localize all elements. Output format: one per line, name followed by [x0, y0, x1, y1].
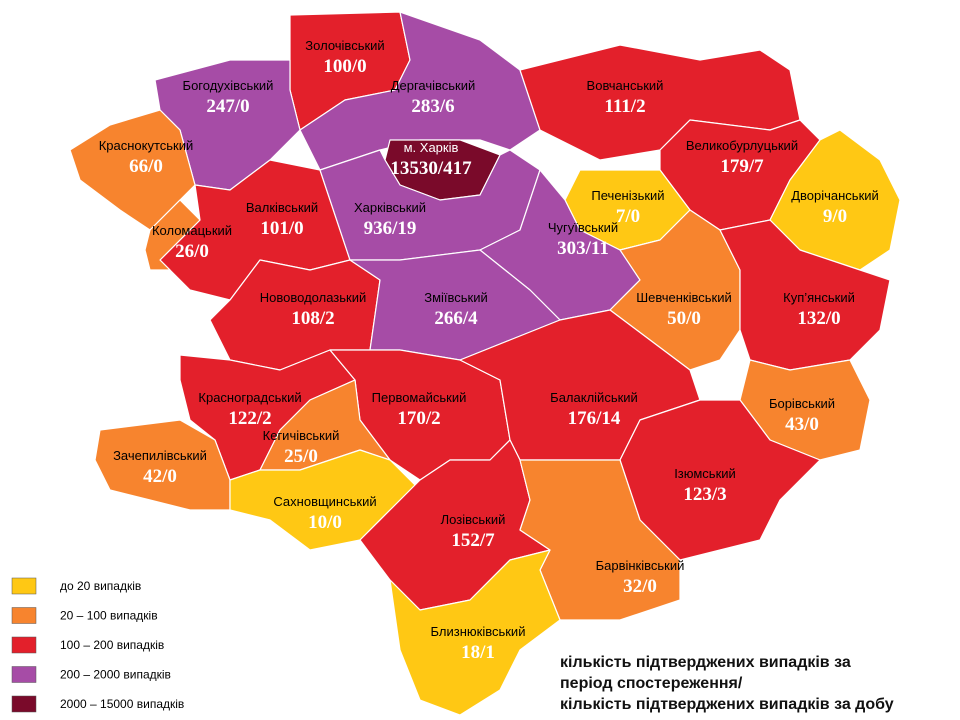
region-name: Вовчанський [587, 78, 664, 93]
region-count: 26/0 [175, 241, 209, 262]
region-count: 122/2 [228, 408, 271, 429]
region-name: Богодухівський [183, 78, 274, 93]
region-name: Балаклійський [550, 390, 638, 405]
caption-line: кількість підтверджених випадків за добу [560, 696, 894, 713]
region [519, 459, 681, 621]
region [609, 209, 741, 371]
region-count: 176/14 [568, 408, 621, 429]
legend: до 20 випадків 20 – 100 випадків 100 – 200… [11, 577, 184, 713]
caption-line: період спостереження/ [560, 675, 743, 692]
region-count: 108/2 [291, 308, 334, 329]
region-name: Харківський [354, 200, 426, 215]
region-name: Валківський [246, 200, 318, 215]
region-count: 936/19 [364, 218, 417, 239]
region-count: 42/0 [143, 466, 177, 487]
region [619, 399, 821, 561]
region-count: 18/1 [461, 642, 495, 663]
region-name: Лозівський [441, 512, 506, 527]
region-name: Первомайський [372, 390, 467, 405]
region-count: 66/0 [129, 156, 163, 177]
region-name: Чугуївський [548, 220, 618, 235]
region-name: Куп’янський [783, 290, 855, 305]
region-count: 170/2 [397, 408, 440, 429]
legend-label: 20 – 100 випадків [60, 609, 158, 623]
region-name: Борівський [769, 396, 835, 411]
region-name: Дворічанський [791, 188, 879, 203]
legend-swatch [11, 577, 37, 595]
region-count: 10/0 [308, 512, 342, 533]
region-count: 25/0 [284, 446, 318, 467]
region-name: Красноградський [198, 390, 301, 405]
region-count: 43/0 [785, 414, 819, 435]
region-name: Коломацький [152, 223, 232, 238]
region [769, 129, 901, 271]
region-count: 247/0 [206, 96, 249, 117]
legend-label: 2000 – 15000 випадків [60, 697, 184, 711]
region-name: Шевченківський [636, 290, 731, 305]
region [389, 549, 561, 716]
region-count: 32/0 [623, 576, 657, 597]
region-name: Дергачівський [391, 78, 476, 93]
region-name: Барвінківський [596, 558, 685, 573]
region-labels: Золочівський 100/0 Богодухівський 247/0 Дерг… [99, 38, 879, 663]
region-count: 7/0 [616, 206, 640, 227]
region-name: Кегичівський [263, 428, 340, 443]
caption-line: кількість підтверджених випадків за [560, 654, 851, 671]
region-count: 13530/417 [390, 158, 472, 179]
region-count: 303/11 [557, 238, 609, 259]
region-count: 50/0 [667, 308, 701, 329]
legend-swatch [11, 636, 37, 654]
region-count: 266/4 [434, 308, 478, 329]
legend-swatch [11, 695, 37, 713]
region-name: Ізюмський [674, 466, 736, 481]
legend-label: до 20 випадків [60, 579, 141, 593]
region-name: Близнюківський [431, 624, 526, 639]
regions [69, 11, 901, 716]
region-name: Великобурлуцький [686, 138, 798, 153]
region-count: 132/0 [797, 308, 840, 329]
region-count: 152/7 [451, 530, 495, 551]
region-name: м. Харків [404, 140, 459, 155]
legend-swatch [11, 666, 37, 683]
region [69, 109, 196, 231]
region-count: 111/2 [604, 96, 645, 117]
region [719, 219, 891, 371]
legend-label: 100 – 200 випадків [60, 638, 164, 652]
region-name: Золочівський [305, 38, 384, 53]
region-name: Сахновщинський [273, 494, 376, 509]
legend-label: 200 – 2000 випадків [60, 668, 171, 682]
region [94, 419, 231, 511]
region-count: 9/0 [823, 206, 847, 227]
region-name: Зміївський [424, 290, 488, 305]
region-count: 179/7 [720, 156, 764, 177]
region-count: 123/3 [683, 484, 726, 505]
region [144, 199, 201, 271]
legend-swatch [11, 607, 37, 624]
region-name: Нововодолазький [260, 290, 366, 305]
region-count: 283/6 [411, 96, 454, 117]
region-count: 100/0 [323, 56, 366, 77]
region-count: 101/0 [260, 218, 303, 239]
region-name: Зачепилівський [113, 448, 207, 463]
region-name: Краснокутський [99, 138, 194, 153]
region-name: Печенізький [591, 188, 664, 203]
